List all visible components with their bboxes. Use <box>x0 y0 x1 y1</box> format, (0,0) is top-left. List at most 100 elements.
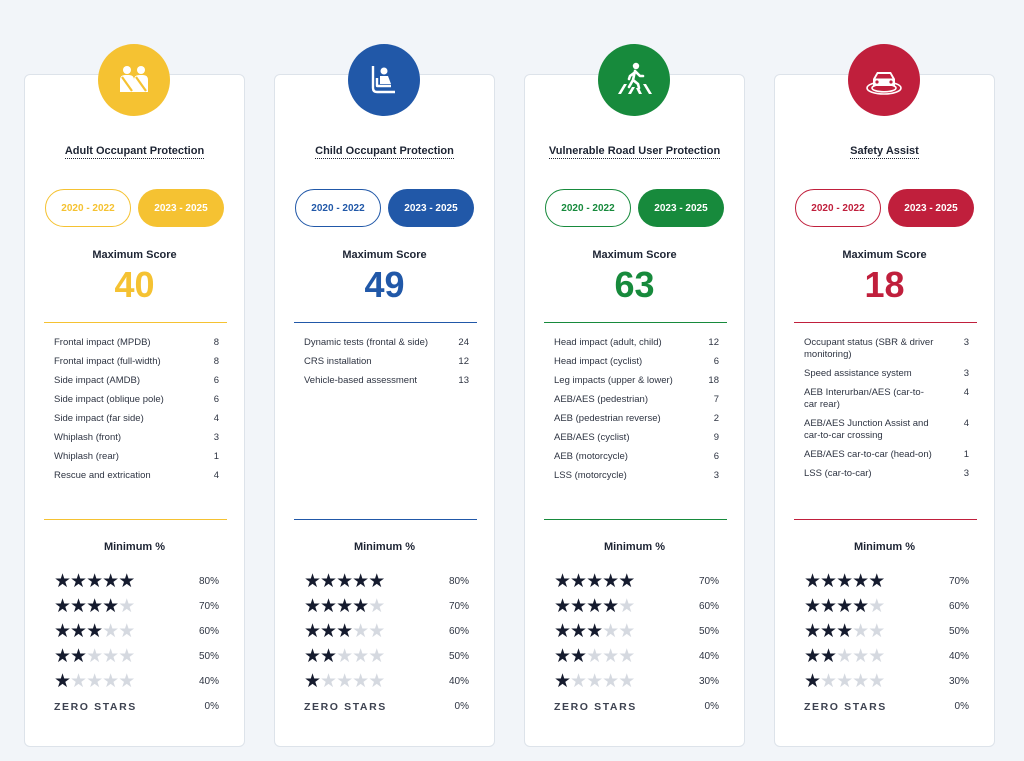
empty-star-icon: ★ <box>368 620 385 642</box>
card-child-seat: Child Occupant Protection 2020 - 2022 2023… <box>274 74 495 747</box>
adult-occupants-icon <box>98 44 170 116</box>
threshold-percent: 70% <box>698 576 719 587</box>
card-title[interactable]: Child Occupant Protection <box>275 145 494 159</box>
card-title-text[interactable]: Vulnerable Road User Protection <box>548 145 721 159</box>
max-score-value: 18 <box>864 264 905 305</box>
star-rating-1: ★★★★★ <box>304 671 385 692</box>
score-item-value: 6 <box>713 356 719 367</box>
score-item: CRS installation 12 <box>304 356 469 368</box>
empty-star-icon: ★ <box>820 670 837 692</box>
empty-star-icon: ★ <box>852 620 869 642</box>
filled-star-icon: ★ <box>70 595 87 617</box>
score-item-value: 7 <box>713 394 719 405</box>
score-item-value: 8 <box>213 356 219 367</box>
filled-star-icon: ★ <box>804 595 821 617</box>
filled-star-icon: ★ <box>618 570 635 592</box>
filled-star-icon: ★ <box>820 645 837 667</box>
divider <box>44 322 227 323</box>
divider <box>294 519 477 520</box>
card-title[interactable]: Adult Occupant Protection <box>25 145 244 159</box>
star-rating-2: ★★★★★ <box>304 646 385 667</box>
score-item-value: 13 <box>458 375 469 386</box>
score-item-value: 4 <box>213 413 219 424</box>
star-rating-2: ★★★★★ <box>54 646 135 667</box>
empty-star-icon: ★ <box>70 670 87 692</box>
filled-star-icon: ★ <box>836 570 853 592</box>
empty-star-icon: ★ <box>618 595 635 617</box>
card-title[interactable]: Vulnerable Road User Protection <box>525 145 744 159</box>
star-threshold-row: ★★★★★ 60% <box>804 594 969 619</box>
divider <box>544 322 727 323</box>
star-threshold-row: ★★★★★ 60% <box>554 594 719 619</box>
star-threshold-row: ZERO STARS 0% <box>54 694 219 719</box>
star-rating-3: ★★★★★ <box>54 620 135 642</box>
filled-star-icon: ★ <box>304 595 321 617</box>
empty-star-icon: ★ <box>352 620 369 642</box>
zero-stars-label: ZERO STARS <box>804 700 887 713</box>
score-item-name: Head impact (cyclist) <box>554 356 643 367</box>
toggle-2020-2022[interactable]: 2020 - 2022 <box>45 189 131 227</box>
score-item: Head impact (cyclist) 6 <box>554 356 719 368</box>
toggle-2020-2022[interactable]: 2020 - 2022 <box>795 189 881 227</box>
filled-star-icon: ★ <box>820 570 837 592</box>
empty-star-icon: ★ <box>852 670 869 692</box>
threshold-percent: 60% <box>948 601 969 612</box>
score-item-name: Side impact (oblique pole) <box>54 394 164 405</box>
star-threshold-row: ★★★★★ 50% <box>304 644 469 669</box>
score-item-value: 6 <box>713 451 719 462</box>
score-item: Occupant status (SBR & driver monitoring… <box>804 337 969 361</box>
filled-star-icon: ★ <box>852 570 869 592</box>
filled-star-icon: ★ <box>602 570 619 592</box>
filled-star-icon: ★ <box>86 620 103 642</box>
card-pedestrian-crossing: Vulnerable Road User Protection 2020 - 20… <box>524 74 745 747</box>
star-threshold-row: ZERO STARS 0% <box>554 694 719 719</box>
score-breakdown: Frontal impact (MPDB) 8 Frontal impact (fu… <box>54 337 219 489</box>
star-rating-5: ★★★★★ <box>304 570 385 592</box>
star-threshold-row: ★★★★★ 40% <box>804 644 969 669</box>
toggle-2023-2025[interactable]: 2023 - 2025 <box>888 189 974 227</box>
filled-star-icon: ★ <box>836 620 853 642</box>
divider <box>544 519 727 520</box>
empty-star-icon: ★ <box>836 645 853 667</box>
score-item-name: LSS (car-to-car) <box>804 468 872 479</box>
threshold-percent: 0% <box>954 701 969 712</box>
minimum-percent-label: Minimum % <box>353 541 416 553</box>
card-title-text[interactable]: Adult Occupant Protection <box>64 145 205 159</box>
toggle-2023-2025[interactable]: 2023 - 2025 <box>638 189 724 227</box>
empty-star-icon: ★ <box>102 670 119 692</box>
toggle-2020-2022[interactable]: 2020 - 2022 <box>545 189 631 227</box>
card-title-text[interactable]: Child Occupant Protection <box>315 145 454 159</box>
filled-star-icon: ★ <box>836 595 853 617</box>
threshold-percent: 50% <box>448 651 469 662</box>
toggle-2023-2025[interactable]: 2023 - 2025 <box>388 189 474 227</box>
score-item: Frontal impact (full-width) 8 <box>54 356 219 368</box>
threshold-percent: 60% <box>448 626 469 637</box>
score-item-name: AEB (motorcycle) <box>554 451 628 462</box>
period-toggle: 2020 - 2022 2023 - 2025 <box>545 189 726 227</box>
card-title[interactable]: Safety Assist <box>775 145 994 159</box>
star-threshold-row: ★★★★★ 80% <box>304 569 469 594</box>
toggle-2023-2025[interactable]: 2023 - 2025 <box>138 189 224 227</box>
threshold-percent: 40% <box>698 651 719 662</box>
star-threshold-row: ★★★★★ 50% <box>54 644 219 669</box>
filled-star-icon: ★ <box>586 595 603 617</box>
star-rating-3: ★★★★★ <box>554 621 635 642</box>
filled-star-icon: ★ <box>118 570 135 592</box>
toggle-2020-2022[interactable]: 2020 - 2022 <box>295 189 381 227</box>
card-title-text[interactable]: Safety Assist <box>850 145 919 159</box>
score-item-value: 12 <box>458 356 469 367</box>
score-item-name: Rescue and extrication <box>54 470 151 481</box>
score-item-value: 3 <box>213 432 219 443</box>
empty-star-icon: ★ <box>602 645 619 667</box>
star-threshold-row: ZERO STARS 0% <box>804 694 969 719</box>
minimum-percent-label: Minimum % <box>853 541 916 553</box>
score-item-value: 3 <box>963 368 969 379</box>
filled-star-icon: ★ <box>352 570 369 592</box>
child-seat-icon <box>348 44 420 116</box>
filled-star-icon: ★ <box>570 595 587 617</box>
score-item-value: 3 <box>963 337 969 348</box>
score-item-value: 6 <box>213 375 219 386</box>
star-threshold-row: ★★★★★ 50% <box>554 619 719 644</box>
score-item-name: Frontal impact (MPDB) <box>54 337 151 348</box>
filled-star-icon: ★ <box>820 620 837 642</box>
